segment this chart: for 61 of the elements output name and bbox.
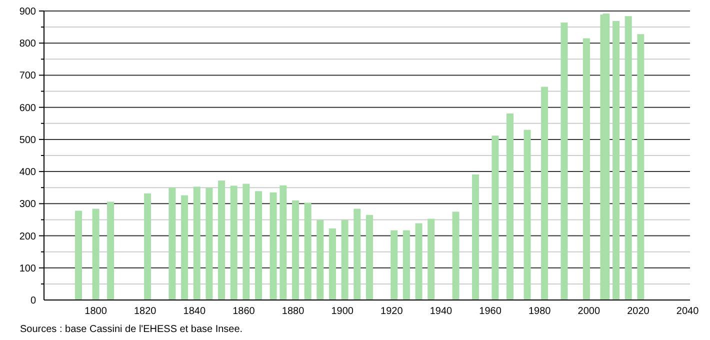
bar [602,14,610,300]
bar [390,230,398,300]
bar [255,191,262,300]
y-tick-label: 900 [19,6,36,18]
bar [242,184,250,300]
x-tick-label: 1840 [183,306,206,317]
bar [492,136,499,300]
bar [366,214,373,300]
y-tick-label: 700 [19,70,36,82]
bar [637,34,644,300]
x-tick-label: 1940 [430,306,453,317]
x-tick-label: 1980 [528,306,552,317]
bar [524,130,531,300]
y-tick-label: 800 [19,38,36,50]
y-tick-label: 500 [19,134,36,146]
bar [402,230,410,300]
bar [92,208,100,300]
bar [506,113,514,300]
bar [206,188,213,300]
x-tick-label: 1960 [479,306,502,317]
bar [304,202,312,300]
bar [415,223,422,300]
bar [193,186,200,300]
y-tick-label: 400 [19,167,36,178]
bar [168,188,176,300]
bar [292,200,299,300]
bar [230,186,238,300]
x-tick-label: 2020 [627,306,650,317]
bar [107,202,114,300]
bar [270,192,277,300]
bar [560,22,568,300]
bar [354,208,361,300]
x-tick-label: 2040 [676,306,700,317]
x-tick-label: 2000 [578,306,600,317]
bar [612,20,620,300]
x-tick-label: 1880 [282,306,305,317]
bar [316,220,324,300]
x-tick-label: 1860 [232,306,256,317]
y-tick-label: 600 [19,102,36,114]
y-tick-label: 0 [30,296,36,306]
x-tick-label: 1800 [84,306,108,317]
bar [144,193,152,300]
x-tick-label: 1820 [134,306,157,317]
bar [341,220,348,300]
bar [328,228,336,300]
bar [452,212,460,300]
bar [280,185,287,300]
bar [218,180,226,300]
bar [472,174,479,300]
bar [75,210,82,300]
bar [541,86,548,300]
x-tick-label: 1920 [380,306,404,317]
y-tick-label: 100 [19,263,36,274]
bar [181,195,188,300]
bar [428,218,435,300]
y-tick-label: 300 [19,199,36,210]
x-tick-label: 1900 [331,306,354,317]
bar [582,38,590,300]
bar [624,16,632,300]
y-tick-label: 200 [19,231,36,242]
source-note: Sources : base Cassini de l'EHESS et base Insee. [20,324,243,335]
